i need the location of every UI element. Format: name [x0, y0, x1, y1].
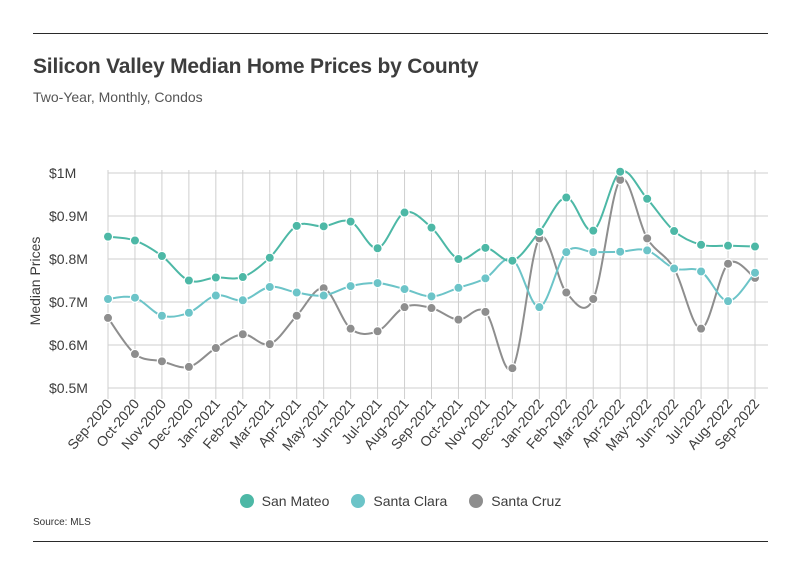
data-point-santa-clara — [237, 295, 248, 306]
data-point-santa-clara — [561, 246, 572, 258]
y-tick-label: $0.5M — [49, 380, 88, 396]
data-point-santa-cruz — [480, 306, 491, 318]
data-point-santa-cruz — [372, 326, 383, 337]
data-point-santa-clara — [426, 291, 437, 302]
y-tick-label: $0.6M — [49, 337, 88, 353]
data-point-santa-clara — [318, 290, 329, 301]
legend-swatch — [469, 494, 484, 508]
data-point-san-mateo — [399, 207, 410, 218]
data-point-san-mateo — [345, 216, 356, 227]
data-point-santa-clara — [641, 245, 653, 256]
data-point-san-mateo — [156, 250, 168, 262]
data-point-santa-clara — [453, 282, 464, 294]
data-point-santa-clara — [588, 246, 599, 258]
data-point-san-mateo — [102, 231, 114, 242]
data-point-san-mateo — [561, 192, 572, 203]
data-point-santa-clara — [156, 310, 168, 321]
y-axis-ticks: $1M $0.9M $0.8M $0.7M $0.6M $0.5M — [49, 165, 88, 396]
data-point-santa-cruz — [426, 302, 437, 314]
data-point-san-mateo — [615, 166, 626, 177]
series-santa-clara — [102, 245, 761, 321]
series-santa-cruz — [102, 174, 761, 374]
y-tick-label: $0.8M — [49, 251, 88, 267]
data-point-santa-cruz — [156, 356, 168, 367]
data-point-san-mateo — [210, 272, 222, 283]
series-group — [102, 166, 761, 374]
data-point-san-mateo — [695, 239, 707, 251]
data-point-santa-clara — [722, 295, 734, 307]
data-point-san-mateo — [183, 275, 195, 286]
y-tick-label: $0.7M — [49, 294, 88, 310]
data-point-santa-cruz — [588, 293, 599, 305]
data-point-santa-cruz — [291, 310, 302, 321]
data-point-san-mateo — [749, 241, 761, 252]
legend-item-santa-cruz: Santa Cruz — [469, 493, 561, 509]
data-point-san-mateo — [507, 255, 518, 266]
y-tick-label: $1M — [49, 165, 76, 181]
y-axis-label: Median Prices — [27, 237, 43, 326]
data-point-san-mateo — [480, 242, 491, 254]
data-point-san-mateo — [641, 193, 653, 204]
legend-label: San Mateo — [261, 493, 330, 509]
chart-title: Silicon Valley Median Home Prices by Cou… — [33, 55, 479, 78]
data-point-san-mateo — [318, 221, 329, 232]
data-point-santa-clara — [372, 277, 383, 289]
data-point-santa-clara — [534, 301, 545, 313]
data-point-santa-clara — [264, 281, 275, 293]
series-san-mateo — [102, 166, 761, 286]
data-point-san-mateo — [453, 253, 464, 265]
data-point-santa-clara — [183, 307, 195, 318]
legend-item-santa-clara: Santa Clara — [351, 493, 447, 509]
data-point-santa-clara — [668, 263, 680, 274]
legend-label: Santa Cruz — [491, 493, 562, 509]
data-point-santa-cruz — [183, 361, 195, 373]
legend-swatch — [351, 494, 366, 508]
data-point-santa-cruz — [210, 342, 222, 354]
data-point-santa-cruz — [561, 287, 572, 298]
data-point-san-mateo — [372, 243, 383, 254]
data-point-san-mateo — [291, 220, 302, 232]
source-note: Source: MLS — [33, 517, 91, 528]
data-point-san-mateo — [722, 240, 734, 251]
data-point-santa-cruz — [102, 312, 114, 324]
legend: San Mateo Santa Clara Santa Cruz — [0, 493, 801, 509]
data-point-santa-cruz — [399, 301, 410, 313]
bottom-rule — [33, 541, 768, 542]
data-point-san-mateo — [237, 271, 248, 283]
data-point-santa-cruz — [237, 329, 248, 340]
data-point-santa-cruz — [345, 323, 356, 334]
data-point-san-mateo — [668, 225, 680, 237]
legend-item-san-mateo: San Mateo — [239, 493, 330, 509]
data-point-santa-clara — [695, 266, 707, 277]
x-axis-ticks: Sep-2020Oct-2020Nov-2020Dec-2020Jan-2021… — [64, 395, 762, 453]
data-point-santa-cruz — [507, 363, 518, 374]
data-point-santa-cruz — [722, 258, 734, 269]
data-point-san-mateo — [534, 226, 545, 238]
data-point-santa-clara — [102, 293, 114, 305]
data-point-san-mateo — [129, 235, 141, 246]
data-point-santa-clara — [480, 273, 491, 284]
data-point-santa-cruz — [264, 338, 275, 350]
y-tick-label: $0.9M — [49, 208, 88, 224]
chart-subtitle: Two-Year, Monthly, Condos — [33, 89, 203, 105]
data-point-santa-clara — [345, 280, 356, 292]
top-rule — [33, 33, 768, 34]
data-point-santa-clara — [129, 292, 141, 303]
data-point-santa-clara — [210, 290, 222, 301]
data-point-santa-clara — [615, 246, 626, 257]
data-point-san-mateo — [588, 225, 599, 236]
data-point-santa-cruz — [129, 348, 141, 360]
legend-label: Santa Clara — [373, 493, 448, 509]
data-point-santa-cruz — [695, 323, 707, 334]
data-point-santa-clara — [291, 287, 302, 298]
legend-swatch — [239, 494, 254, 508]
grid — [107, 170, 768, 399]
data-point-santa-cruz — [453, 314, 464, 325]
data-point-santa-clara — [749, 267, 761, 278]
data-point-san-mateo — [264, 252, 275, 263]
data-point-san-mateo — [426, 222, 437, 233]
data-point-santa-cruz — [641, 233, 653, 244]
data-point-santa-clara — [399, 283, 410, 295]
